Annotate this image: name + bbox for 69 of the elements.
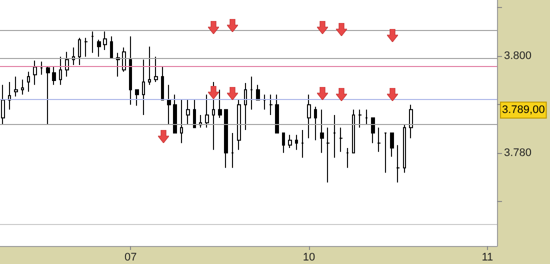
- candlestick: [250, 76, 253, 110]
- candlestick: [135, 89, 139, 106]
- candlestick: [27, 71, 30, 92]
- candlestick: [403, 124, 406, 174]
- candlestick: [282, 132, 285, 154]
- candlestick: [91, 31, 94, 54]
- candlestick: [122, 47, 126, 72]
- x-tick-label: 07: [124, 252, 137, 264]
- candlestick: [237, 99, 241, 150]
- candlestick: [52, 66, 56, 86]
- candlestick: [358, 109, 362, 128]
- candlestick: [288, 134, 292, 148]
- candlestick: [244, 82, 247, 131]
- candlestick: [186, 99, 190, 126]
- candlestick: [365, 109, 368, 126]
- candlestick: [320, 109, 324, 154]
- candlestick: [409, 104, 413, 139]
- candlestick: [142, 59, 145, 116]
- candlestick: [263, 94, 266, 110]
- candlestick: [390, 132, 394, 158]
- candlestick: [212, 82, 215, 150]
- x-tick-label: 10: [302, 252, 316, 264]
- candlestick: [46, 66, 50, 126]
- candlestick: [384, 132, 387, 174]
- candlestick: [333, 114, 336, 158]
- candlestick: [14, 76, 18, 98]
- candlestick: [352, 109, 355, 154]
- candlestick: [110, 36, 113, 58]
- candlestick: [97, 39, 101, 58]
- candlestick: [218, 89, 222, 118]
- candlestick: [161, 66, 164, 100]
- candlestick: [326, 127, 330, 183]
- candlestick: [59, 56, 62, 86]
- candlestick: [193, 99, 196, 128]
- candlestick: [84, 37, 88, 58]
- candlestick: [224, 109, 228, 168]
- candlestick: [275, 94, 279, 134]
- candlestick: [205, 94, 209, 128]
- candlestick: [154, 56, 158, 82]
- candlestick: [371, 117, 375, 144]
- candlestick: [103, 31, 107, 50]
- candlestick: [173, 94, 177, 134]
- candlestick: [78, 37, 81, 66]
- candlestick: [377, 127, 381, 152]
- candlestick: [307, 94, 311, 139]
- candlestick: [346, 147, 349, 168]
- candlestick: [129, 36, 132, 106]
- candlestick: [167, 84, 171, 126]
- candlestick: [314, 106, 317, 141]
- candlestick: [231, 132, 234, 168]
- candlestick: [8, 82, 11, 110]
- candlestick: [40, 61, 43, 76]
- candlestick: [256, 84, 260, 100]
- candlestick: [33, 60, 37, 86]
- candlestick: [269, 94, 273, 116]
- candlestick: [148, 46, 151, 86]
- candlestick: [199, 114, 202, 128]
- text: 3.789,00: [502, 104, 545, 116]
- x-tick-label: 11: [482, 252, 494, 264]
- candlestick: [180, 99, 183, 144]
- y-tick-label: 3.800: [504, 50, 532, 62]
- candlestick: [396, 144, 400, 183]
- candlestick: [295, 134, 298, 150]
- candlestick: [301, 130, 304, 158]
- candlestick: [21, 79, 24, 96]
- y-tick-label: 3.780: [504, 146, 532, 159]
- candlestick: [339, 127, 343, 152]
- candlestick: [72, 47, 75, 66]
- candlestick: [65, 51, 69, 78]
